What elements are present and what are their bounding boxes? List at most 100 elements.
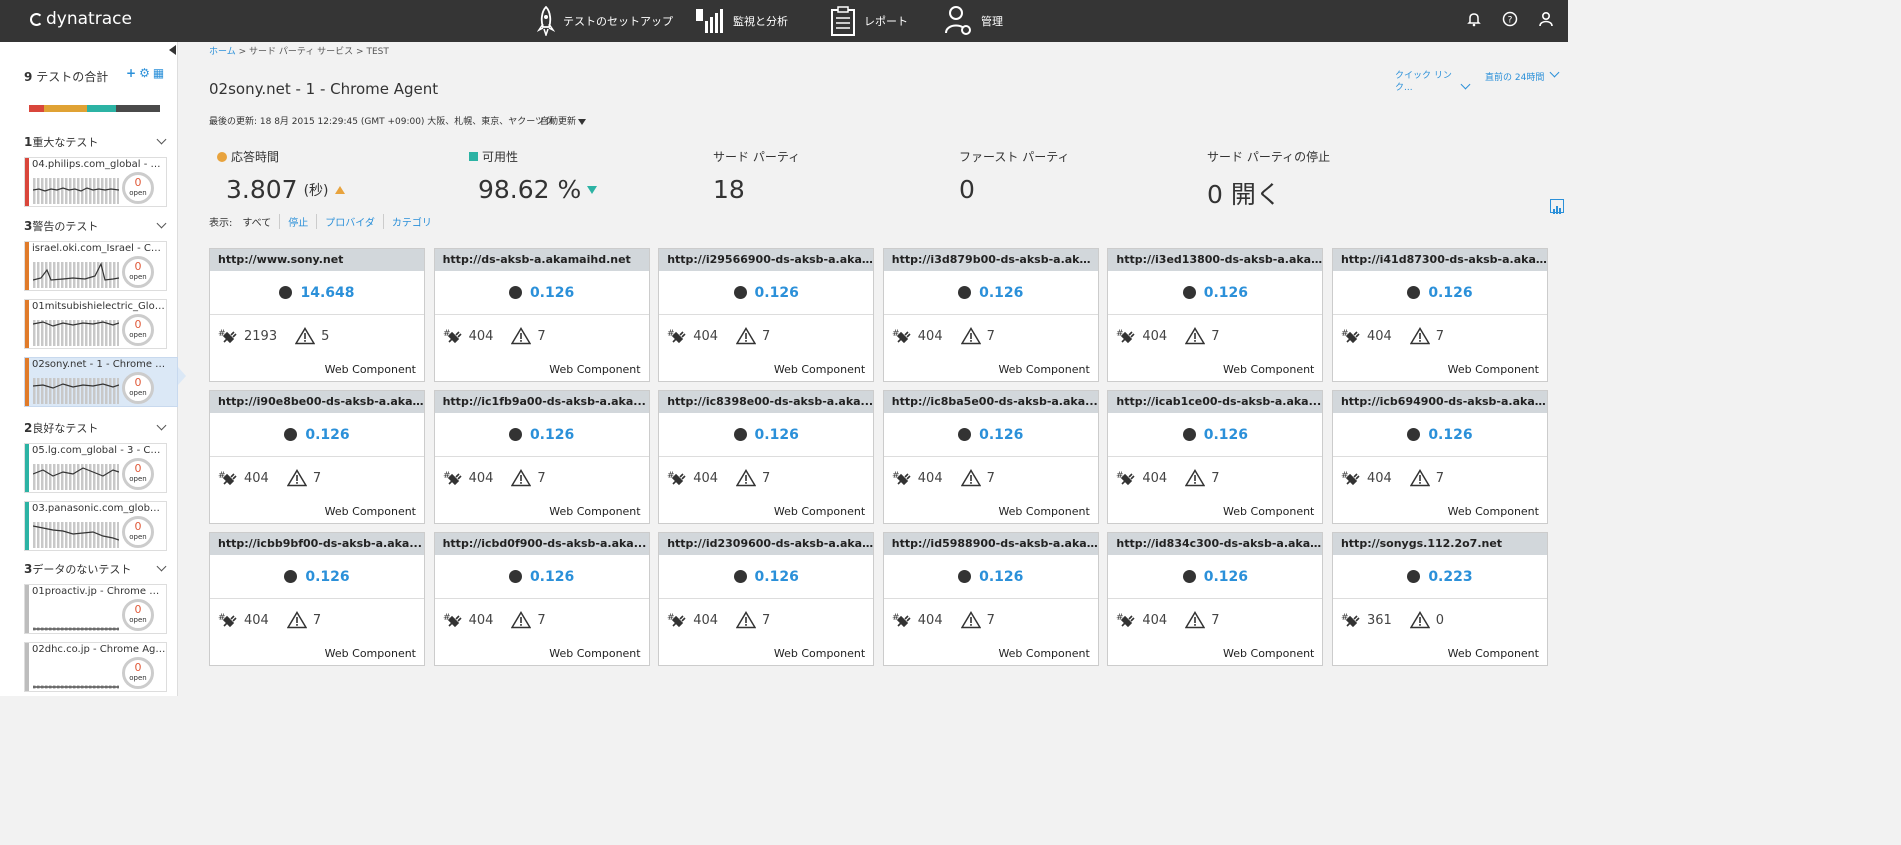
tile-response-value[interactable]: 0.126 xyxy=(1428,284,1473,301)
tile-host[interactable]: http://id5988900-ds-aksb-a.aka... xyxy=(883,533,1098,555)
open-problems-badge[interactable]: 0 open xyxy=(122,172,154,204)
filter-stop[interactable]: 停止 xyxy=(279,214,316,229)
third-party-tile[interactable]: http://ds-aksb-a.akamaihd.net 0.126 #404 7 W… xyxy=(433,248,650,382)
tile-response-value[interactable]: 0.126 xyxy=(305,426,350,443)
tile-response-value[interactable]: 0.126 xyxy=(529,284,575,301)
add-icon[interactable]: + xyxy=(126,66,137,80)
sidebar-test-item[interactable]: 02dhc.co.jp - Chrome Agent 0 open xyxy=(24,642,167,692)
tile-response-value[interactable]: 0.126 xyxy=(529,568,575,585)
auto-refresh-dropdown[interactable]: 自動更新 xyxy=(540,114,587,127)
third-party-tile[interactable]: http://id5988900-ds-aksb-a.aka... 0.126 #4… xyxy=(882,532,1099,666)
open-problems-badge[interactable]: 0 open xyxy=(122,599,154,631)
third-party-tile[interactable]: http://ic8ba5e00-ds-aksb-a.aka... 0.126 #4… xyxy=(882,390,1099,524)
third-party-tile[interactable]: http://i29566900-ds-aksb-a.aka... 0.126 #4… xyxy=(658,248,875,382)
tile-response-value[interactable]: 14.648 xyxy=(300,284,355,301)
third-party-tile[interactable]: http://icb694900-ds-aksb-a.aka... 0.126 #4… xyxy=(1331,390,1548,524)
tile-response-value[interactable]: 0.126 xyxy=(1203,568,1249,585)
sidebar-group-header[interactable]: 3警告のテスト xyxy=(24,218,98,234)
tile-host[interactable]: http://ic1fb9a00-ds-aksb-a.aka... xyxy=(434,391,649,413)
third-party-tile[interactable]: http://icab1ce00-ds-aksb-a.aka... 0.126 #4… xyxy=(1107,390,1324,524)
grid-view-icon[interactable]: ▦ xyxy=(152,66,165,80)
tile-host[interactable]: http://i41d87300-ds-aksb-a.aka... xyxy=(1332,249,1547,271)
third-party-tile[interactable]: http://id834c300-ds-aksb-a.aka... 0.126 #4… xyxy=(1107,532,1324,666)
tile-response-value[interactable]: 0.126 xyxy=(754,426,799,443)
tile-response-value[interactable]: 0.126 xyxy=(979,284,1024,301)
time-range-chevron-icon[interactable] xyxy=(1549,67,1560,78)
third-party-tile[interactable]: http://ic8398e00-ds-aksb-a.aka... 0.126 #4… xyxy=(658,390,875,524)
tile-host[interactable]: http://sonygs.112.2o7.net xyxy=(1332,533,1547,555)
filter-category[interactable]: カテゴリ xyxy=(382,214,440,229)
sidebar-group-header[interactable]: 1重大なテスト xyxy=(24,134,98,150)
tile-host[interactable]: http://icbd0f900-ds-aksb-a.aka... xyxy=(434,533,649,555)
sidebar-test-item[interactable]: 01mitsubishielectric_Global... 0 open xyxy=(24,299,167,349)
outages-value[interactable]: 0 開く xyxy=(1207,180,1281,209)
quick-link-dropdown[interactable]: クイック リンク... xyxy=(1395,71,1452,93)
breadcrumb-home[interactable]: ホーム xyxy=(209,47,236,57)
tile-response-value[interactable]: 0.126 xyxy=(754,568,799,585)
sidebar-test-item[interactable]: 02sony.net - 1 - Chrome Ag... 0 open xyxy=(24,357,178,407)
tile-host[interactable]: http://id2309600-ds-aksb-a.aka... xyxy=(659,533,874,555)
third-party-tile[interactable]: http://sonygs.112.2o7.net 0.223 #361 0 Web C… xyxy=(1331,532,1548,666)
tile-response-value[interactable]: 0.126 xyxy=(1203,284,1249,301)
nav-test-setup[interactable]: テストのセットアップ xyxy=(537,0,673,42)
chevron-down-icon[interactable] xyxy=(156,134,167,145)
time-range-dropdown[interactable]: 直前の 24時間 xyxy=(1485,73,1545,83)
open-problems-badge[interactable]: 0 open xyxy=(122,314,154,346)
sidebar-collapse-icon[interactable] xyxy=(169,45,176,55)
tile-response-value[interactable]: 0.223 xyxy=(1428,568,1473,585)
bell-icon[interactable] xyxy=(1466,11,1482,27)
third-party-tile[interactable]: http://ic1fb9a00-ds-aksb-a.aka... 0.126 #4… xyxy=(433,390,650,524)
chart-view-icon[interactable] xyxy=(1550,199,1564,214)
open-problems-badge[interactable]: 0 open xyxy=(122,516,154,548)
third-party-tile[interactable]: http://i3ed13800-ds-aksb-a.aka... 0.126 #4… xyxy=(1107,248,1324,382)
nav-reports[interactable]: レポート xyxy=(830,0,908,42)
third-party-tile[interactable]: http://i3d879b00-ds-aksb-a.aka... 0.126 #4… xyxy=(882,248,1099,382)
third-party-tile[interactable]: http://id2309600-ds-aksb-a.aka... 0.126 #4… xyxy=(658,532,875,666)
sidebar-test-item[interactable]: 01proactiv.jp - Chrome Agent 0 open xyxy=(24,584,167,634)
user-icon[interactable] xyxy=(1538,11,1554,27)
filter-provider[interactable]: プロバイダ xyxy=(316,214,383,229)
help-icon[interactable]: ? xyxy=(1502,11,1518,27)
tile-response-value[interactable]: 0.126 xyxy=(1428,426,1473,443)
tile-host[interactable]: http://icbb9bf00-ds-aksb-a.aka... xyxy=(210,533,424,555)
open-problems-badge[interactable]: 0 open xyxy=(122,657,154,689)
tile-host[interactable]: http://id834c300-ds-aksb-a.aka... xyxy=(1108,533,1323,555)
chevron-down-icon[interactable] xyxy=(156,218,167,229)
tile-host[interactable]: http://i3ed13800-ds-aksb-a.aka... xyxy=(1108,249,1323,271)
tile-host[interactable]: http://ds-aksb-a.akamaihd.net xyxy=(434,249,649,271)
sidebar-test-item[interactable]: 03.panasonic.com_global - ... 0 open xyxy=(24,501,167,551)
sidebar-test-item[interactable]: israel.oki.com_Israel - Chro... 0 open xyxy=(24,241,167,291)
sidebar-group-header[interactable]: 2良好なテスト xyxy=(24,420,98,436)
open-problems-badge[interactable]: 0 open xyxy=(122,372,154,404)
tile-host[interactable]: http://ic8398e00-ds-aksb-a.aka... xyxy=(659,391,874,413)
tile-response-value[interactable]: 0.126 xyxy=(754,284,799,301)
tile-response-value[interactable]: 0.126 xyxy=(979,568,1024,585)
tile-host[interactable]: http://icab1ce00-ds-aksb-a.aka... xyxy=(1108,391,1323,413)
nav-monitoring[interactable]: 監視と分析 xyxy=(695,0,788,42)
gear-icon[interactable]: ⚙ xyxy=(139,66,150,80)
tile-host[interactable]: http://i90e8be00-ds-aksb-a.aka... xyxy=(210,391,424,413)
tile-host[interactable]: http://i3d879b00-ds-aksb-a.aka... xyxy=(883,249,1098,271)
third-party-tile[interactable]: http://icbb9bf00-ds-aksb-a.aka... 0.126 #4… xyxy=(209,532,425,666)
third-party-tile[interactable]: http://i41d87300-ds-aksb-a.aka... 0.126 #4… xyxy=(1331,248,1548,382)
nav-admin[interactable]: 管理 xyxy=(945,0,1003,42)
filter-all[interactable]: すべて xyxy=(242,218,272,229)
tile-response-value[interactable]: 0.126 xyxy=(979,426,1024,443)
tile-host[interactable]: http://ic8ba5e00-ds-aksb-a.aka... xyxy=(883,391,1098,413)
third-party-tile[interactable]: http://www.sony.net 14.648 #2193 5 Web Compo… xyxy=(209,248,425,382)
tile-response-value[interactable]: 0.126 xyxy=(529,426,575,443)
open-problems-badge[interactable]: 0 open xyxy=(122,256,154,288)
third-party-tile[interactable]: http://icbd0f900-ds-aksb-a.aka... 0.126 #4… xyxy=(433,532,650,666)
chevron-down-icon[interactable] xyxy=(156,561,167,572)
sidebar-test-item[interactable]: 05.lg.com_global - 3 - Chro... 0 open xyxy=(24,443,167,493)
dynatrace-logo[interactable]: dynatrace xyxy=(30,9,132,29)
third-party-tile[interactable]: http://i90e8be00-ds-aksb-a.aka... 0.126 #4… xyxy=(209,390,425,524)
tile-host[interactable]: http://www.sony.net xyxy=(210,249,424,271)
tile-host[interactable]: http://icb694900-ds-aksb-a.aka... xyxy=(1332,391,1547,413)
sidebar-group-header[interactable]: 3データのないテスト xyxy=(24,561,131,577)
tile-response-value[interactable]: 0.126 xyxy=(1203,426,1249,443)
tile-host[interactable]: http://i29566900-ds-aksb-a.aka... xyxy=(659,249,874,271)
chevron-down-icon[interactable] xyxy=(156,420,167,431)
tile-response-value[interactable]: 0.126 xyxy=(305,568,350,585)
